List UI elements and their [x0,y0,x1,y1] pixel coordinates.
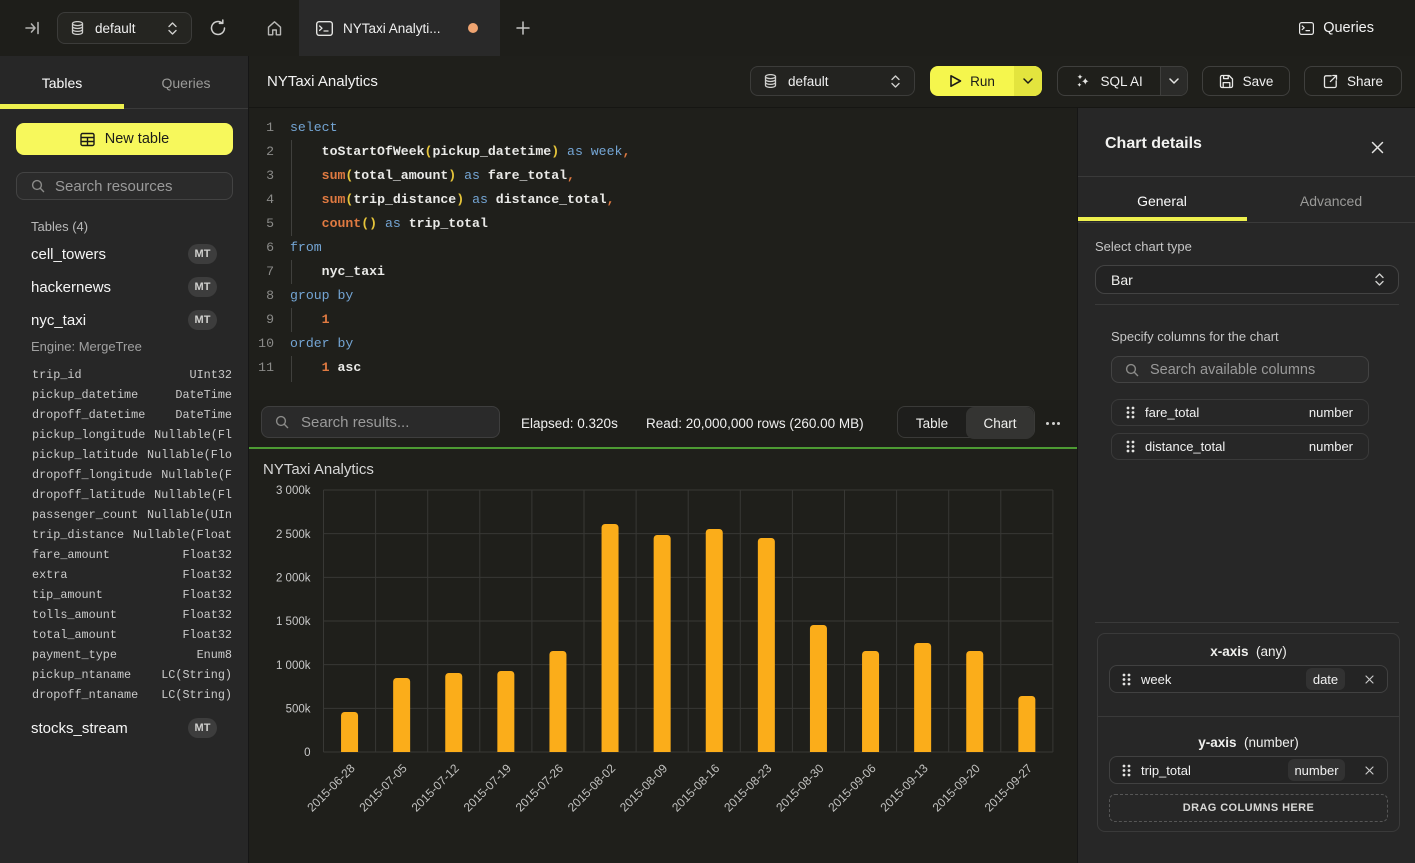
svg-text:2015-08-23: 2015-08-23 [721,761,775,815]
svg-text:2015-06-28: 2015-06-28 [304,761,358,815]
svg-text:NYTaxi Analytics: NYTaxi Analytics [263,461,374,478]
svg-text:1 000k: 1 000k [276,660,311,672]
svg-text:2015-07-05: 2015-07-05 [356,761,410,815]
svg-text:2015-07-19: 2015-07-19 [461,761,515,815]
svg-text:2015-09-27: 2015-09-27 [982,761,1036,815]
svg-text:2015-09-06: 2015-09-06 [825,761,879,815]
svg-text:2015-09-13: 2015-09-13 [877,761,931,815]
svg-text:2 500k: 2 500k [276,529,311,541]
svg-text:2015-07-12: 2015-07-12 [409,761,463,815]
svg-text:2015-08-02: 2015-08-02 [565,761,619,815]
svg-text:3 000k: 3 000k [276,485,311,497]
svg-text:2 000k: 2 000k [276,573,311,585]
svg-text:2015-08-09: 2015-08-09 [617,761,671,815]
svg-text:2015-09-20: 2015-09-20 [930,761,984,815]
svg-text:500k: 500k [286,704,311,716]
svg-text:2015-08-30: 2015-08-30 [773,761,827,815]
svg-text:2015-07-26: 2015-07-26 [513,761,567,815]
svg-text:1 500k: 1 500k [276,616,311,628]
svg-text:2015-08-16: 2015-08-16 [669,761,723,815]
svg-text:0: 0 [304,747,310,759]
